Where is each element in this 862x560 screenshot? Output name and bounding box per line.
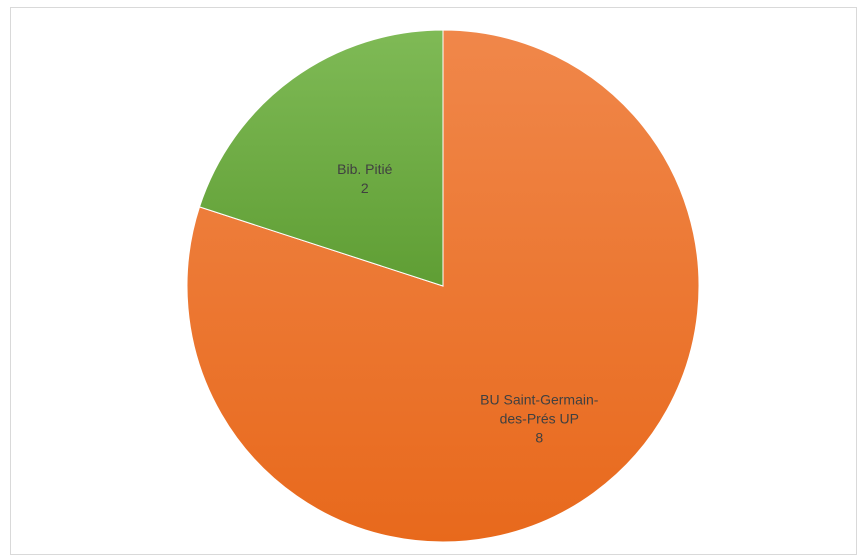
pie-labels: BU Saint-Germain-des-Prés UP 8 Bib. Pitié 2	[337, 161, 599, 446]
pie-slice-1	[198, 29, 444, 287]
pie-slice-category-1: Bib. Pitié	[337, 161, 392, 177]
pie-slice-0	[186, 29, 700, 543]
chart-area: BU Saint-Germain-des-Prés UP 8 Bib. Pitié 2	[10, 7, 857, 555]
pie-slice-value-0: 8	[535, 430, 543, 446]
pie-slices	[186, 29, 700, 543]
pie-slice-category-0: des-Prés UP	[500, 411, 579, 427]
pie-slice-label-1: Bib. Pitié 2	[337, 161, 392, 196]
pie-slice-value-1: 2	[361, 180, 369, 196]
pie-slice-category-0: BU Saint-Germain-	[480, 392, 599, 408]
pie-slice-label-0: BU Saint-Germain-des-Prés UP 8	[480, 392, 599, 446]
pie-chart: BU Saint-Germain-des-Prés UP 8 Bib. Pitié 2	[186, 29, 700, 543]
